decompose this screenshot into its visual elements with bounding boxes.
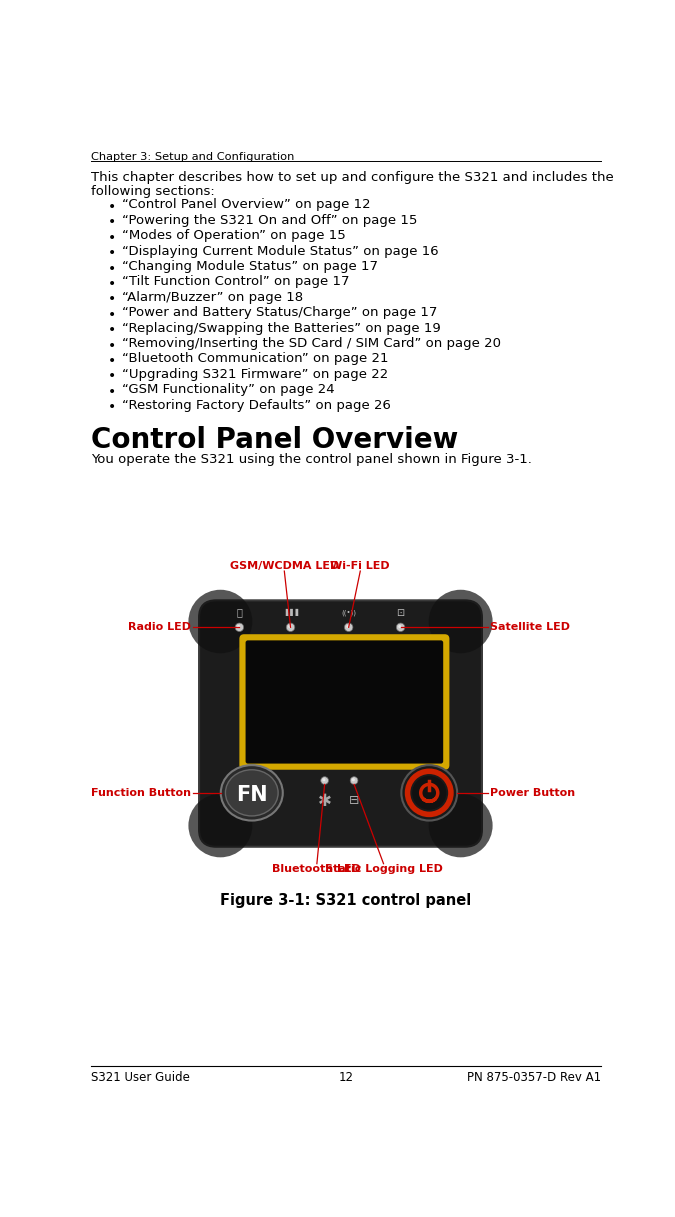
Text: •: •	[107, 277, 116, 291]
Ellipse shape	[225, 769, 278, 815]
Circle shape	[398, 626, 402, 628]
Circle shape	[344, 623, 353, 632]
Text: Control Panel Overview: Control Panel Overview	[90, 426, 458, 454]
Text: PN 875-0357-D Rev A1: PN 875-0357-D Rev A1	[467, 1071, 601, 1084]
Text: FN: FN	[236, 785, 267, 806]
Circle shape	[321, 776, 329, 785]
Text: “Displaying Current Module Status” on page 16: “Displaying Current Module Status” on pa…	[122, 245, 438, 258]
Text: ((•)): ((•))	[341, 610, 356, 616]
Circle shape	[402, 765, 457, 820]
Text: •: •	[107, 324, 116, 337]
Text: •: •	[107, 338, 116, 353]
Circle shape	[288, 626, 292, 628]
Text: S321 User Guide: S321 User Guide	[90, 1071, 190, 1084]
Circle shape	[396, 623, 405, 632]
Text: following sections:: following sections:	[90, 185, 215, 197]
Text: •: •	[107, 215, 116, 229]
Text: ▐▐▐: ▐▐▐	[282, 608, 298, 616]
Text: •: •	[107, 200, 116, 214]
Text: “Upgrading S321 Firmware” on page 22: “Upgrading S321 Firmware” on page 22	[122, 368, 388, 381]
Text: “GSM Functionality” on page 24: “GSM Functionality” on page 24	[122, 383, 334, 397]
Text: Static Logging LED: Static Logging LED	[325, 864, 443, 874]
Text: ⊡: ⊡	[396, 607, 404, 618]
Text: “Replacing/Swapping the Batteries” on page 19: “Replacing/Swapping the Batteries” on pa…	[122, 321, 440, 335]
Text: “Power and Battery Status/Charge” on page 17: “Power and Battery Status/Charge” on pag…	[122, 307, 437, 319]
Text: GSM/WCDMA LED: GSM/WCDMA LED	[230, 561, 339, 571]
Text: “Restoring Factory Defaults” on page 26: “Restoring Factory Defaults” on page 26	[122, 399, 390, 411]
Text: •: •	[107, 385, 116, 399]
Ellipse shape	[429, 793, 493, 857]
Text: Bluetooth LED: Bluetooth LED	[273, 864, 361, 874]
Ellipse shape	[188, 793, 252, 857]
Ellipse shape	[221, 765, 283, 820]
FancyBboxPatch shape	[240, 634, 450, 769]
Text: “Alarm/Buzzer” on page 18: “Alarm/Buzzer” on page 18	[122, 291, 302, 304]
Text: 12: 12	[338, 1071, 354, 1084]
Circle shape	[346, 626, 350, 628]
Circle shape	[286, 623, 295, 632]
Text: •: •	[107, 400, 116, 414]
Text: “Modes of Operation” on page 15: “Modes of Operation” on page 15	[122, 229, 346, 242]
Text: “Removing/Inserting the SD Card / SIM Card” on page 20: “Removing/Inserting the SD Card / SIM Ca…	[122, 337, 501, 350]
Text: ✱: ✱	[318, 791, 331, 809]
Text: “Tilt Function Control” on page 17: “Tilt Function Control” on page 17	[122, 275, 349, 288]
Text: •: •	[107, 246, 116, 260]
Text: Satellite LED: Satellite LED	[489, 622, 570, 633]
Text: •: •	[107, 354, 116, 368]
Text: “Control Panel Overview” on page 12: “Control Panel Overview” on page 12	[122, 198, 370, 212]
Text: You operate the S321 using the control panel shown in Figure 3-1.: You operate the S321 using the control p…	[90, 453, 531, 466]
Text: •: •	[107, 308, 116, 321]
Text: Function Button: Function Button	[91, 787, 191, 798]
FancyBboxPatch shape	[199, 600, 482, 847]
Circle shape	[237, 626, 240, 628]
Text: •: •	[107, 292, 116, 307]
Text: •: •	[107, 231, 116, 245]
Text: •: •	[107, 369, 116, 383]
Circle shape	[412, 776, 446, 809]
Text: “Powering the S321 On and Off” on page 15: “Powering the S321 On and Off” on page 1…	[122, 214, 417, 226]
Text: ⊟: ⊟	[349, 793, 359, 807]
Text: ⌗: ⌗	[236, 607, 242, 618]
Ellipse shape	[429, 590, 493, 654]
Text: “Bluetooth Communication” on page 21: “Bluetooth Communication” on page 21	[122, 353, 388, 365]
Circle shape	[350, 776, 358, 785]
Circle shape	[352, 778, 355, 781]
Circle shape	[322, 778, 325, 781]
FancyBboxPatch shape	[246, 640, 443, 763]
Text: •: •	[107, 262, 116, 275]
Circle shape	[235, 623, 244, 632]
Text: Figure 3-1: S321 control panel: Figure 3-1: S321 control panel	[220, 893, 472, 908]
Text: “Changing Module Status” on page 17: “Changing Module Status” on page 17	[122, 260, 377, 273]
Ellipse shape	[188, 590, 252, 654]
Text: Chapter 3: Setup and Configuration: Chapter 3: Setup and Configuration	[90, 152, 294, 162]
Text: Power Button: Power Button	[489, 787, 575, 798]
Text: This chapter describes how to set up and configure the S321 and includes the: This chapter describes how to set up and…	[90, 170, 614, 184]
Text: Wi-Fi LED: Wi-Fi LED	[331, 561, 390, 571]
Text: Radio LED: Radio LED	[128, 622, 191, 633]
